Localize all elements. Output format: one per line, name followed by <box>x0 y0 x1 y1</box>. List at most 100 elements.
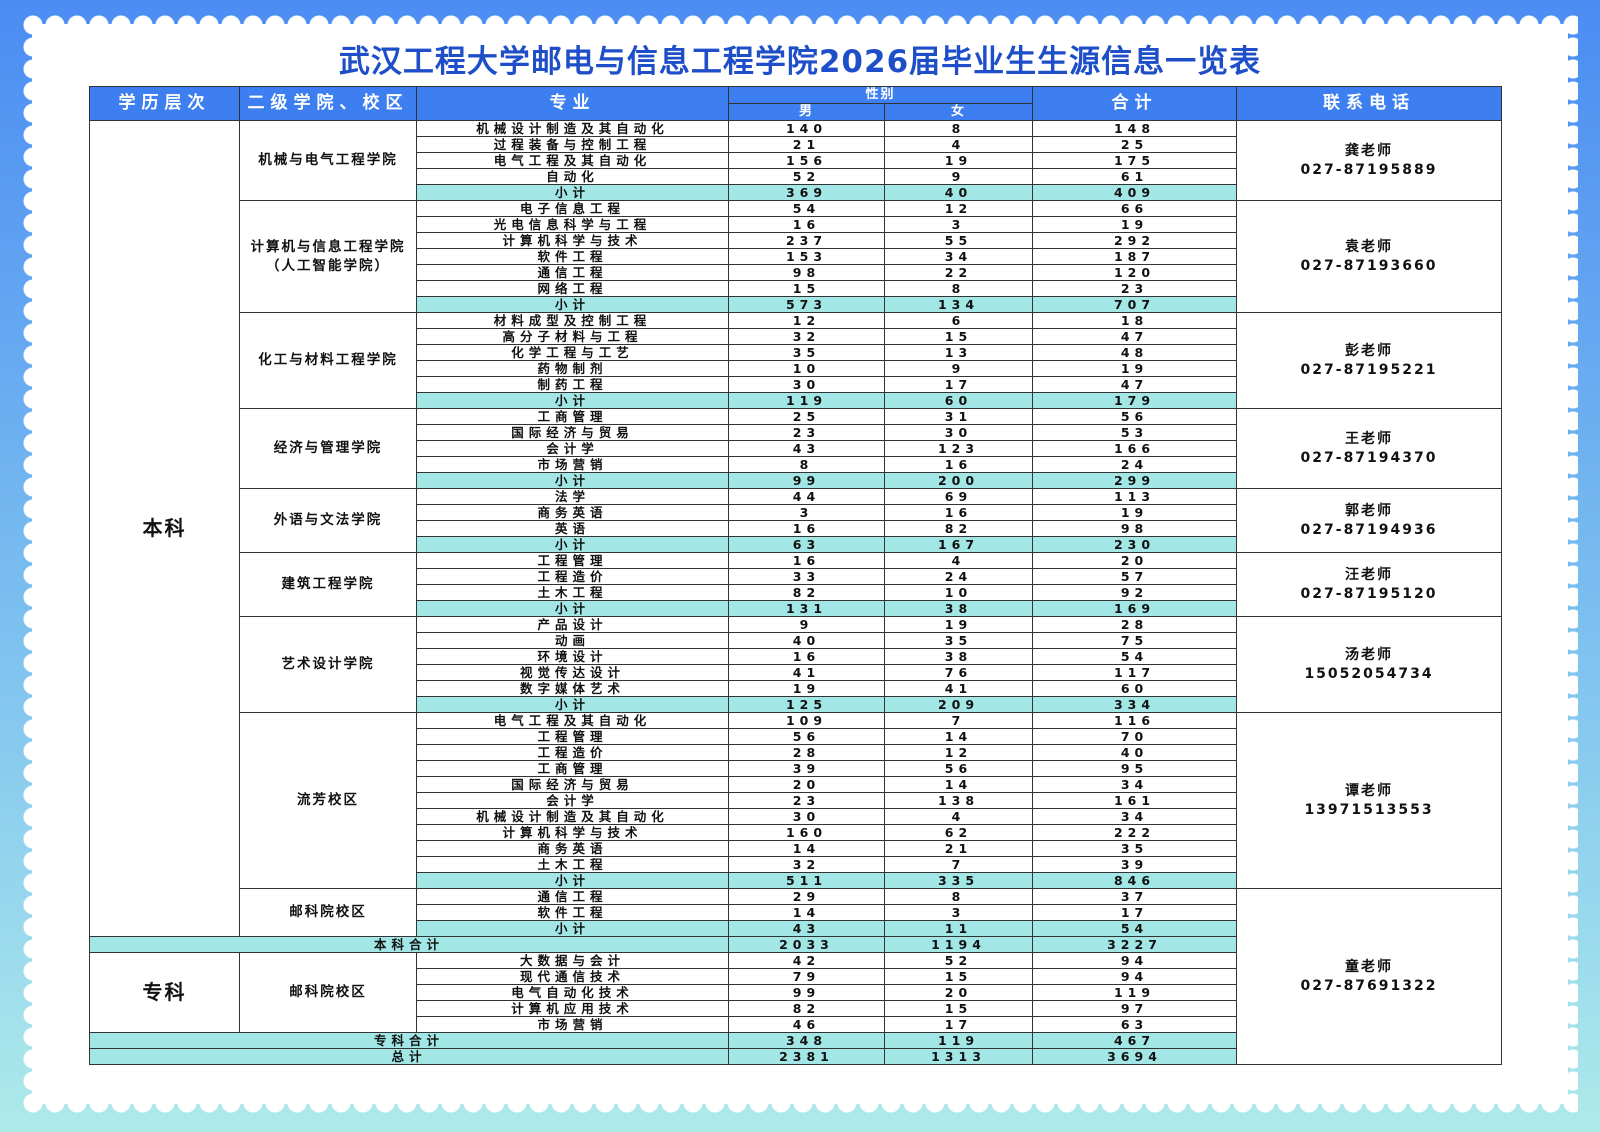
number-cell: 8 <box>883 120 1034 137</box>
major-cell: 会计学 <box>416 792 729 809</box>
contact-phone: 15052054734 <box>1304 665 1434 682</box>
number-cell: 299 <box>1032 472 1238 489</box>
table-row: 外语与文法学院 法学 44 69 113 郭老师 027-87194936 <box>90 488 1503 553</box>
major-cell: 国际经济与贸易 <box>416 776 729 793</box>
table-row: 自动化 52 9 61 <box>90 168 1502 185</box>
major-cell: 产品设计 <box>416 616 729 633</box>
subtotal-label: 小计 <box>416 296 729 313</box>
number-cell: 134 <box>883 296 1034 313</box>
number-cell: 54 <box>728 200 885 217</box>
number-cell: 120 <box>1032 264 1238 281</box>
number-cell: 292 <box>1032 232 1238 249</box>
number-cell: 57 <box>1032 568 1238 585</box>
number-cell: 175 <box>1032 152 1238 169</box>
number-cell: 66 <box>1032 200 1238 217</box>
subtotal-label: 小计 <box>416 872 729 889</box>
number-cell: 6 <box>883 312 1034 329</box>
number-cell: 13 <box>883 344 1034 361</box>
number-cell: 14 <box>728 840 885 857</box>
number-cell: 7 <box>883 856 1034 873</box>
number-cell: 166 <box>1032 440 1238 457</box>
major-cell: 材料成型及控制工程 <box>416 312 729 329</box>
number-cell: 511 <box>728 872 885 889</box>
number-cell: 16 <box>883 456 1034 473</box>
number-cell: 8 <box>728 456 885 473</box>
number-cell: 17 <box>883 376 1034 393</box>
major-cell: 计算机科学与技术 <box>416 824 729 841</box>
subtotal-label: 小计 <box>416 696 729 713</box>
major-cell: 通信工程 <box>416 888 729 905</box>
major-cell: 法学 <box>416 488 729 505</box>
number-cell: 169 <box>1032 600 1238 617</box>
number-cell: 44 <box>728 488 885 505</box>
number-cell: 15 <box>883 328 1034 345</box>
table-row: 建筑工程学院 工程管理 16 4 20 汪老师 027-87195120 <box>90 552 1503 617</box>
major-cell: 市场营销 <box>416 1016 729 1033</box>
major-cell: 土木工程 <box>416 584 729 601</box>
major-cell: 自动化 <box>416 168 729 185</box>
number-cell: 34 <box>1032 776 1238 793</box>
number-cell: 98 <box>1032 520 1238 537</box>
table-row: 计算机与信息工程学院（人工智能学院） 电子信息工程 54 12 66 袁老师 027-871… <box>90 200 1503 313</box>
number-cell: 19 <box>883 152 1034 169</box>
college-cell: 建筑工程学院 <box>239 552 417 617</box>
number-cell: 20 <box>1032 552 1238 569</box>
number-cell: 94 <box>1032 968 1238 985</box>
number-cell: 125 <box>728 696 885 713</box>
number-cell: 52 <box>728 168 885 185</box>
number-cell: 153 <box>728 248 885 265</box>
number-cell: 55 <box>883 232 1034 249</box>
major-cell: 市场营销 <box>416 456 729 473</box>
number-cell: 334 <box>1032 696 1238 713</box>
number-cell: 19 <box>883 616 1034 633</box>
table-row: 小计 125 209 334 <box>90 696 1502 713</box>
number-cell: 119 <box>883 1032 1034 1049</box>
table-row: 工商管理 39 56 95 <box>90 760 1502 777</box>
number-cell: 38 <box>883 600 1034 617</box>
number-cell: 43 <box>728 440 885 457</box>
number-cell: 1313 <box>883 1048 1034 1065</box>
subtotal-label: 小计 <box>416 920 729 937</box>
contact-phone: 027-87194370 <box>1300 449 1438 466</box>
header-cell: 女 <box>883 103 1034 121</box>
number-cell: 39 <box>728 760 885 777</box>
number-cell: 99 <box>728 472 885 489</box>
contact-name: 童老师 <box>1345 958 1394 975</box>
number-cell: 119 <box>728 392 885 409</box>
number-cell: 573 <box>728 296 885 313</box>
number-cell: 117 <box>1032 664 1238 681</box>
subtotal-label: 小计 <box>416 392 729 409</box>
table-row: 商务英语 3 16 19 <box>90 504 1502 521</box>
table-body: 本科 机械与电气工程学院 机械设计制造及其自动化 140 8 148 龚老师 027-8719… <box>89 120 1503 1065</box>
number-cell: 20 <box>728 776 885 793</box>
major-cell: 药物制剂 <box>416 360 729 377</box>
major-cell: 软件工程 <box>416 904 729 921</box>
table-row: 计算机科学与技术 160 62 222 <box>90 824 1502 841</box>
major-cell: 商务英语 <box>416 504 729 521</box>
number-cell: 35 <box>728 344 885 361</box>
major-cell: 英语 <box>416 520 729 537</box>
number-cell: 8 <box>883 280 1034 297</box>
table-row: 动画 40 35 75 <box>90 632 1502 649</box>
number-cell: 32 <box>728 856 885 873</box>
number-cell: 16 <box>883 504 1034 521</box>
major-cell: 环境设计 <box>416 648 729 665</box>
number-cell: 3 <box>883 904 1034 921</box>
number-cell: 32 <box>728 328 885 345</box>
subtotal-label: 小计 <box>416 536 729 553</box>
number-cell: 156 <box>728 152 885 169</box>
number-cell: 16 <box>728 216 885 233</box>
number-cell: 21 <box>883 840 1034 857</box>
contact-name: 龚老师 <box>1345 142 1394 159</box>
number-cell: 14 <box>728 904 885 921</box>
table-row: 专科 邮科院校区 大数据与会计 42 52 94 <box>89 952 1502 1033</box>
number-cell: 54 <box>1032 648 1238 665</box>
number-cell: 3 <box>883 216 1034 233</box>
number-cell: 1194 <box>883 936 1034 953</box>
number-cell: 409 <box>1032 184 1238 201</box>
number-cell: 707 <box>1032 296 1238 313</box>
number-cell: 94 <box>1032 952 1238 969</box>
contact-phone: 027-87195120 <box>1300 585 1438 602</box>
number-cell: 99 <box>728 984 885 1001</box>
major-cell: 大数据与会计 <box>416 952 729 969</box>
